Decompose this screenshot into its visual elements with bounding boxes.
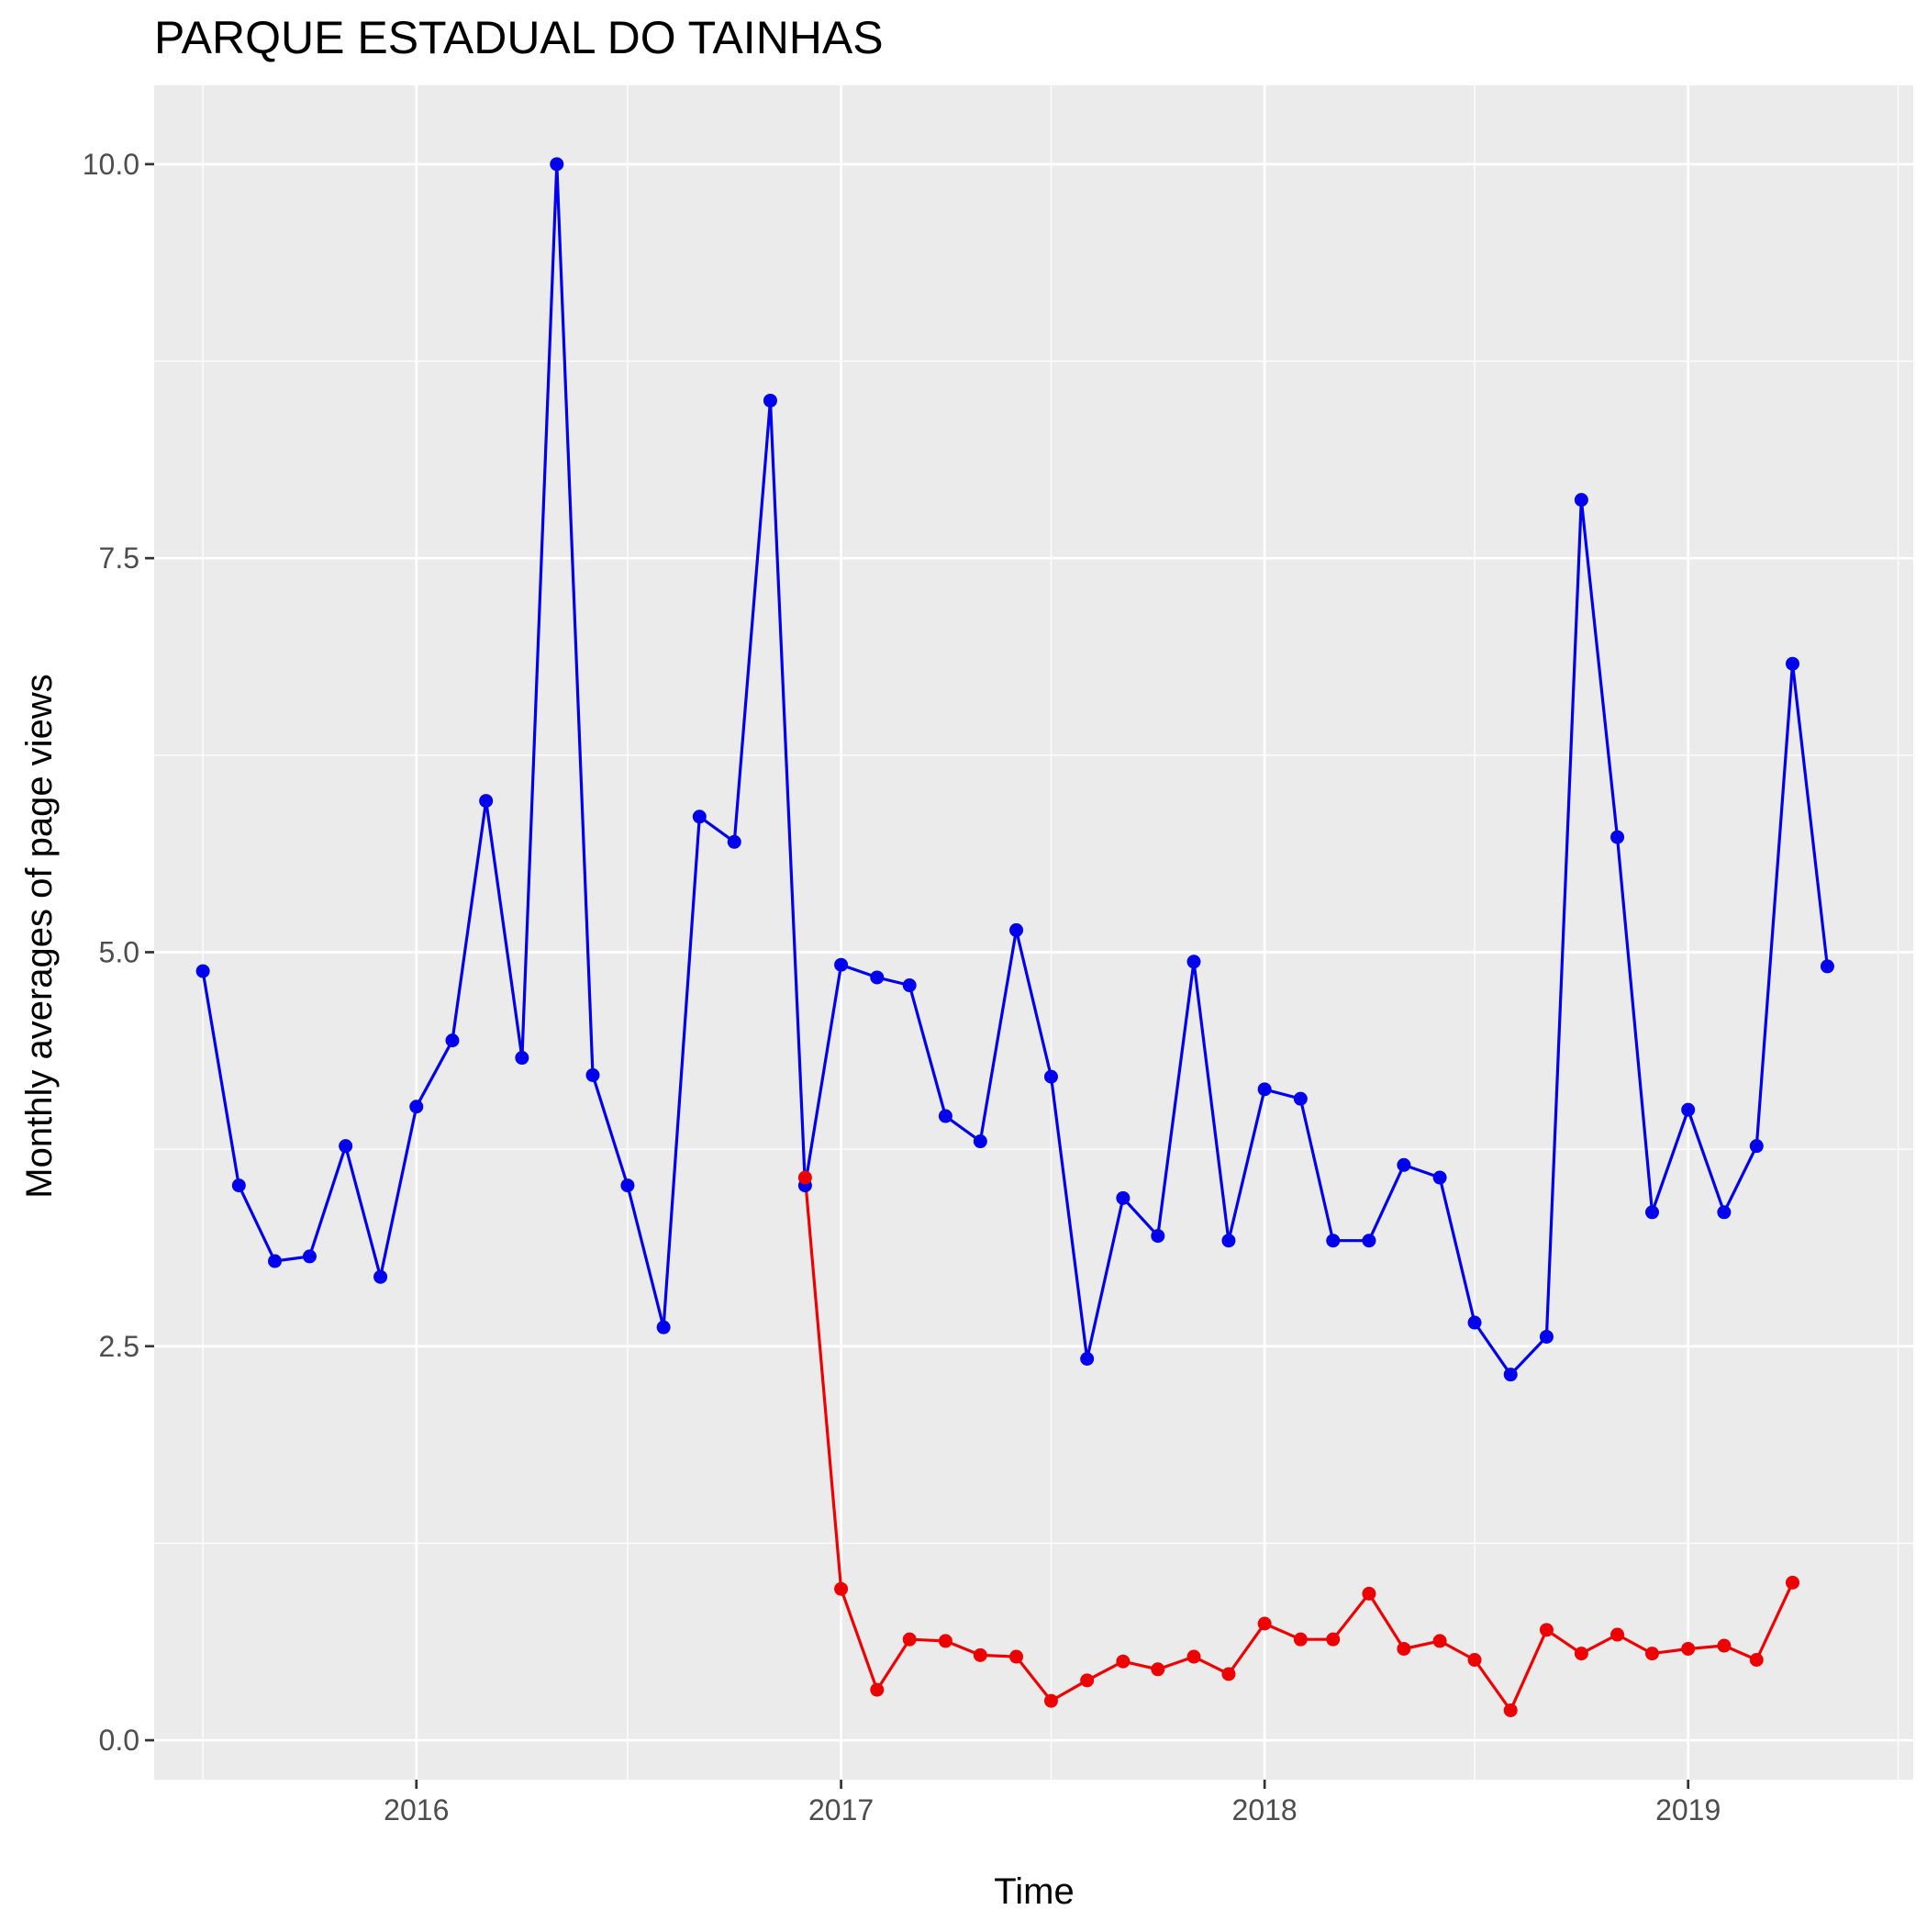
data-point-series-1 (1397, 1157, 1411, 1172)
y-tick-label: 2.5 (99, 1330, 139, 1363)
data-point-series-1 (1186, 955, 1201, 969)
data-point-series-2 (1717, 1638, 1732, 1653)
data-point-series-1 (1820, 959, 1834, 974)
series-layer (195, 157, 1834, 1717)
chart-title: PARQUE ESTADUAL DO TAINHAS (154, 12, 884, 63)
data-point-series-2 (1326, 1632, 1341, 1647)
axes: 2016 2017 2018 2019 0.0 2.5 5.0 7.5 10.0 (83, 148, 1721, 1826)
x-tick-label: 2016 (384, 1793, 449, 1826)
data-point-series-1 (1151, 1229, 1165, 1244)
data-point-series-1 (620, 1178, 635, 1193)
plot-panel (154, 85, 1913, 1780)
data-point-series-1 (195, 964, 210, 978)
data-point-series-2 (834, 1581, 849, 1596)
data-point-series-2 (1362, 1586, 1376, 1601)
data-point-series-2 (902, 1632, 917, 1647)
data-point-series-1 (727, 834, 741, 849)
data-point-series-2 (1467, 1652, 1482, 1667)
data-point-series-1 (1644, 1205, 1659, 1220)
data-point-series-2 (1539, 1623, 1554, 1637)
data-point-series-1 (938, 1109, 952, 1123)
data-point-series-2 (1574, 1647, 1588, 1661)
data-point-series-1 (479, 794, 494, 809)
data-point-series-1 (973, 1134, 987, 1149)
data-point-series-1 (1749, 1139, 1764, 1154)
y-tick-label: 7.5 (99, 542, 139, 575)
y-tick-label: 0.0 (99, 1724, 139, 1757)
data-point-series-1 (302, 1249, 317, 1264)
data-point-series-1 (870, 970, 885, 985)
data-point-series-1 (1326, 1234, 1341, 1248)
data-point-series-2 (1257, 1616, 1272, 1631)
data-point-series-1 (763, 393, 777, 408)
data-point-series-1 (902, 978, 917, 993)
data-point-series-2 (1151, 1662, 1165, 1677)
data-point-series-1 (1080, 1352, 1095, 1367)
data-point-series-1 (834, 957, 849, 972)
data-point-series-2 (870, 1682, 885, 1697)
data-point-series-1 (585, 1067, 600, 1082)
data-point-series-1 (1221, 1234, 1236, 1248)
data-point-series-1 (231, 1178, 246, 1193)
data-point-series-1 (1432, 1170, 1447, 1185)
data-point-series-2 (1610, 1627, 1625, 1642)
y-tick-label: 5.0 (99, 935, 139, 968)
data-point-series-2 (797, 1170, 812, 1185)
data-point-series-2 (973, 1647, 987, 1662)
data-point-series-1 (656, 1320, 671, 1335)
data-point-series-2 (1432, 1634, 1447, 1648)
x-tick-label: 2019 (1655, 1793, 1721, 1826)
data-point-series-1 (1681, 1102, 1696, 1117)
data-point-series-2 (1080, 1673, 1095, 1688)
data-point-series-1 (373, 1269, 388, 1284)
x-tick-label: 2018 (1232, 1793, 1298, 1826)
data-point-series-2 (938, 1634, 952, 1648)
y-axis-title: Monthly averages of page views (19, 674, 60, 1198)
data-point-series-2 (1749, 1652, 1764, 1667)
data-point-series-1 (1293, 1091, 1308, 1106)
x-axis-title: Time (994, 1871, 1074, 1912)
data-point-series-1 (1257, 1082, 1272, 1097)
data-point-series-2 (1043, 1693, 1058, 1708)
data-point-series-1 (1503, 1368, 1518, 1382)
data-point-series-1 (1610, 830, 1625, 844)
data-point-series-2 (1009, 1649, 1024, 1664)
data-point-series-1 (1009, 922, 1024, 937)
data-point-series-1 (339, 1139, 353, 1154)
data-point-series-1 (692, 810, 707, 824)
data-point-series-1 (1539, 1329, 1554, 1344)
y-tick-label: 10.0 (83, 148, 139, 181)
data-point-series-1 (515, 1051, 529, 1066)
data-point-series-2 (1503, 1703, 1518, 1717)
data-point-series-1 (550, 157, 564, 172)
data-point-series-2 (1116, 1654, 1131, 1669)
panel-background (154, 85, 1913, 1780)
data-point-series-2 (1186, 1649, 1201, 1664)
grid-lines (154, 85, 1913, 1780)
data-point-series-2 (1221, 1667, 1236, 1681)
data-point-series-1 (1574, 493, 1588, 508)
data-point-series-1 (1362, 1234, 1376, 1248)
data-point-series-2 (1681, 1641, 1696, 1656)
data-point-series-1 (409, 1100, 424, 1114)
data-point-series-1 (1467, 1315, 1482, 1330)
data-point-series-2 (1644, 1647, 1659, 1661)
data-point-series-2 (1293, 1632, 1308, 1647)
data-point-series-1 (1717, 1205, 1732, 1220)
data-point-series-2 (1397, 1641, 1411, 1656)
data-point-series-1 (445, 1033, 460, 1048)
data-point-series-1 (1043, 1069, 1058, 1084)
x-tick-label: 2017 (808, 1793, 874, 1826)
data-point-series-1 (268, 1254, 283, 1268)
data-point-series-1 (1116, 1190, 1131, 1205)
data-point-series-2 (1785, 1575, 1799, 1590)
data-point-series-1 (1785, 656, 1799, 671)
